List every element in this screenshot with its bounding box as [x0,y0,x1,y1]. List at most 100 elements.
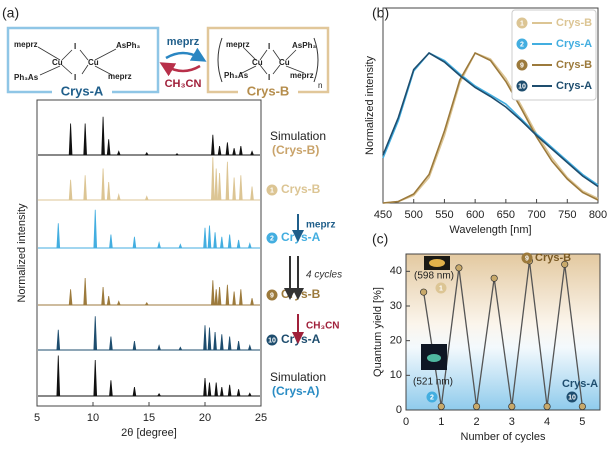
arsine: Ph₃As [14,73,39,82]
metal: Cu [252,58,263,67]
annotation: Crys-A [562,378,598,390]
peak [109,234,113,249]
peak [178,346,183,351]
peak [203,325,207,351]
x-tick-label: 4 [544,416,550,428]
peak [227,384,232,397]
peak [93,316,98,351]
metal: Cu [52,58,63,67]
peak [239,145,243,156]
peak [250,186,254,201]
peak [145,151,149,156]
peak [248,242,252,249]
annotation: meprz [306,220,335,231]
x-tick-label: 3 [509,416,515,428]
peak [116,193,121,201]
box [206,26,330,94]
photo-glow [429,259,445,267]
qy-line [422,260,584,407]
y-tick-label: 10 [390,369,402,381]
y-tick-label: 0 [396,404,402,416]
peak [101,286,105,306]
x-tick-label: 5 [579,416,585,428]
legend-label: Crys-A [556,80,592,92]
spectrum-line [382,51,599,204]
peak [213,331,217,351]
peak [227,234,232,249]
panel-label: (c) [372,231,388,247]
metal: Cu [279,58,290,67]
badge [516,59,528,71]
y-axis-label: Normalized intensity [364,55,376,155]
annotation: CH₃CN [306,321,340,332]
spectrum-line [382,51,599,188]
peak [236,389,241,397]
peak [106,139,111,156]
x-tick-label: 5 [34,412,40,424]
peak [132,236,137,249]
badge-number: 1 [520,20,524,27]
peak [232,148,236,156]
qy-point [508,402,516,411]
series-label: Crys-B [281,287,321,301]
series-label: Crys-A [281,230,321,244]
x-axis-label: 2θ [degree] [121,427,177,439]
badge [521,252,533,264]
peak [106,295,111,306]
peak [56,355,61,397]
photo-glow [427,354,441,362]
box [6,26,160,94]
peak [203,377,207,397]
crys-a: Crys-A [61,83,104,98]
peak [207,225,212,249]
peak [83,175,87,201]
peak [211,280,215,306]
x-tick-label: 25 [255,412,267,424]
x-tick-label: 750 [558,209,576,221]
qy-point [490,274,498,282]
qy-point [543,402,551,411]
peak [207,382,212,397]
y-tick-label: 40 [390,265,402,277]
badge-number: 1 [439,285,443,292]
legend-label: Crys-A [556,38,592,50]
badge [266,334,278,346]
badge [566,391,578,403]
y-tick-label: 20 [390,335,402,347]
badge [516,80,528,92]
halide: I [268,73,270,82]
qy-point [437,402,445,411]
panel-label: (b) [372,5,389,21]
halide: I [74,73,76,82]
peak [144,195,149,201]
badge-number: 9 [270,292,274,299]
peak [145,301,149,306]
x-axis-label: Number of cycles [461,431,546,443]
peak [83,277,87,306]
qy-point [578,402,586,411]
qy-point [472,402,481,411]
panel-label: (a) [2,5,19,21]
x-tick-label: 0 [403,416,409,428]
peak [217,286,222,306]
arsine: Ph₃As [224,71,249,80]
badge-number: 2 [270,235,274,242]
arsine: AsPh₃ [116,41,140,50]
x-axis-label: Wavelength [nm] [449,224,531,236]
qy-point [561,260,569,268]
x-tick-label: 650 [497,209,515,221]
annotation: 4 cycles [306,270,342,281]
series-label: Simulation [270,129,326,143]
peak [211,157,215,201]
peak [132,340,137,351]
peak [68,289,73,306]
peak [225,142,230,156]
reverse-label: CH₃CN [165,78,202,90]
peak [217,172,222,201]
peak [203,227,207,249]
peak [220,236,224,249]
annotation: Crys-B [535,252,571,264]
x-tick-label: 10 [87,412,99,424]
peak [250,298,254,306]
ligand: meprz [14,40,38,49]
